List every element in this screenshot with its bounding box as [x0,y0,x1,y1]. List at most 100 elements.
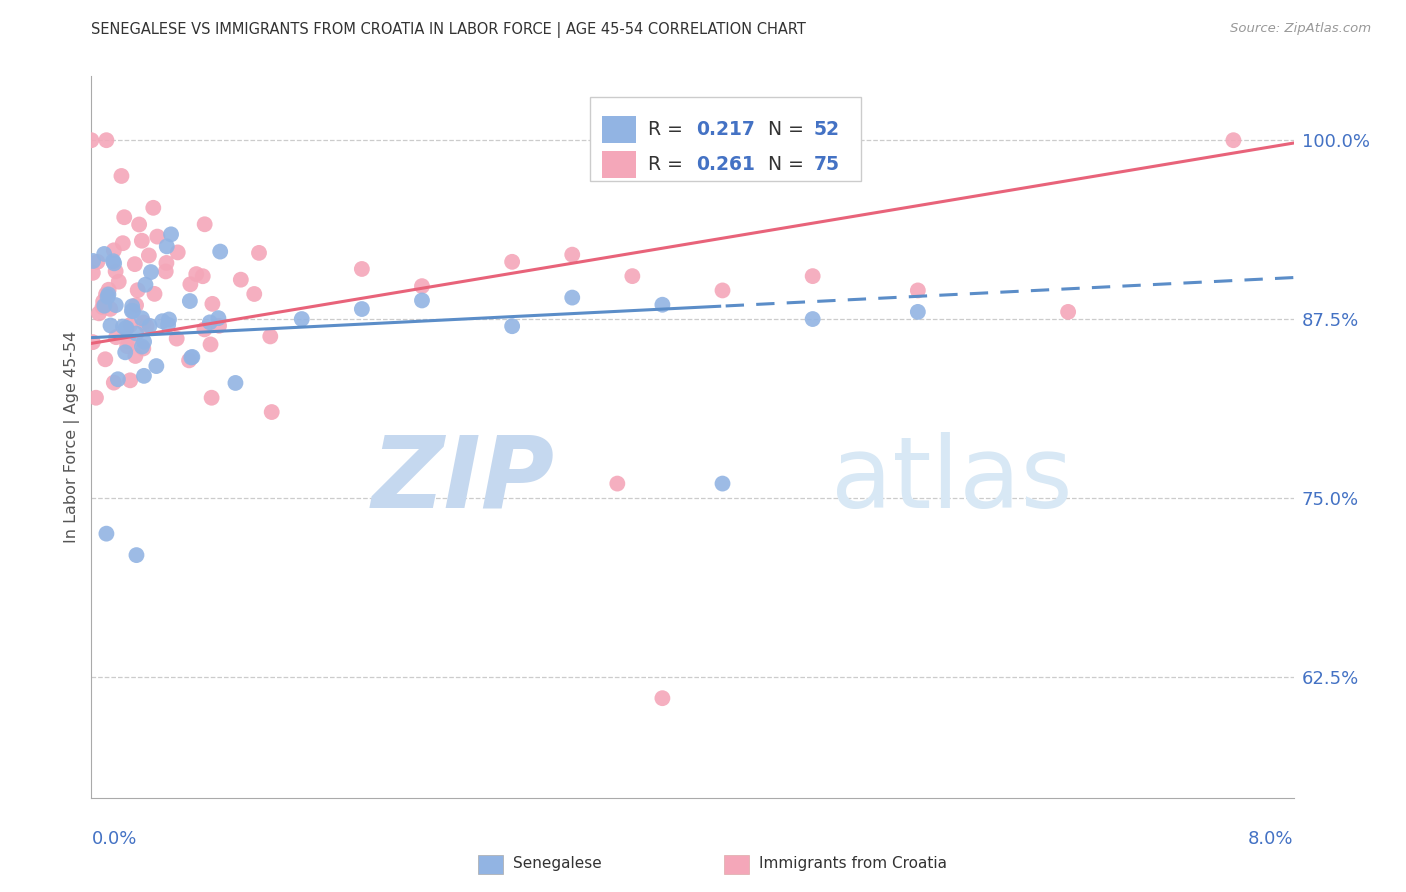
Point [146,229,169,244]
Point [247,245,270,260]
Point [179,277,201,292]
Point [142,201,165,215]
Point [124,257,146,271]
Point [134,277,156,292]
Point [157,312,180,326]
Point [621,269,644,284]
Point [125,326,148,341]
Text: 8.0%: 8.0% [1249,830,1294,847]
Point [131,311,153,326]
Text: 75: 75 [814,155,839,174]
Point [97,283,120,297]
Point [501,319,523,334]
Point [105,330,128,344]
Point [118,334,141,349]
Point [127,283,149,297]
Point [194,217,217,231]
Point [125,298,148,312]
Point [207,311,229,326]
Point [97,287,120,301]
Text: 0.261: 0.261 [696,155,755,174]
Bar [602,116,636,143]
Text: Immigrants from Croatia: Immigrants from Croatia [759,856,948,871]
Point [120,373,142,387]
FancyBboxPatch shape [591,97,860,180]
Point [128,218,150,232]
Point [561,291,583,305]
Point [120,318,142,332]
Text: atlas: atlas [831,432,1073,529]
Point [201,297,224,311]
Point [561,247,583,261]
Point [112,211,135,225]
Point [115,339,138,353]
Point [107,275,129,289]
Bar [602,151,636,178]
Point [103,376,125,390]
Point [160,227,183,242]
Text: ZIP: ZIP [371,432,554,529]
Point [350,262,373,277]
Text: 0.0%: 0.0% [91,830,136,847]
Point [1222,133,1244,147]
Point [132,342,155,356]
Point [82,254,104,268]
Point [97,290,120,304]
Point [177,353,200,368]
Point [209,244,232,259]
Point [411,279,433,293]
Point [145,359,167,373]
Point [229,273,252,287]
Point [166,332,188,346]
Point [100,318,122,333]
Point [260,405,283,419]
Point [651,298,673,312]
Point [82,335,104,350]
Point [606,476,628,491]
Point [501,255,523,269]
Y-axis label: In Labor Force | Age 45-54: In Labor Force | Age 45-54 [65,331,80,543]
Point [132,334,155,349]
Point [104,264,127,278]
Point [87,306,110,320]
Point [198,315,221,329]
Point [82,266,104,280]
Point [96,133,118,147]
Point [93,299,115,313]
Point [193,322,215,336]
Point [907,305,929,319]
Text: R =: R = [648,155,689,174]
Text: SENEGALESE VS IMMIGRANTS FROM CROATIA IN LABOR FORCE | AGE 45-54 CORRELATION CHA: SENEGALESE VS IMMIGRANTS FROM CROATIA IN… [91,22,806,38]
Point [103,254,125,268]
Point [125,548,148,562]
Point [651,691,673,706]
Text: Senegalese: Senegalese [513,856,602,871]
Point [94,287,117,301]
Point [291,312,314,326]
Point [124,349,146,363]
Point [156,239,179,253]
Text: N =: N = [768,120,810,139]
Text: 0.217: 0.217 [696,120,755,139]
Point [243,287,266,301]
Point [96,526,118,541]
Text: N =: N = [768,155,810,174]
Point [86,255,108,269]
Point [98,301,121,316]
Point [186,267,208,281]
Point [179,293,201,308]
Point [1057,305,1080,319]
Point [180,351,202,365]
Point [132,368,155,383]
Point [93,247,115,261]
Point [114,321,136,335]
Point [103,256,125,270]
Point [80,133,103,147]
Point [131,340,153,354]
Point [907,284,929,298]
Point [111,319,134,334]
Point [801,312,824,326]
Point [181,350,204,364]
Point [157,318,180,332]
Text: Source: ZipAtlas.com: Source: ZipAtlas.com [1230,22,1371,36]
